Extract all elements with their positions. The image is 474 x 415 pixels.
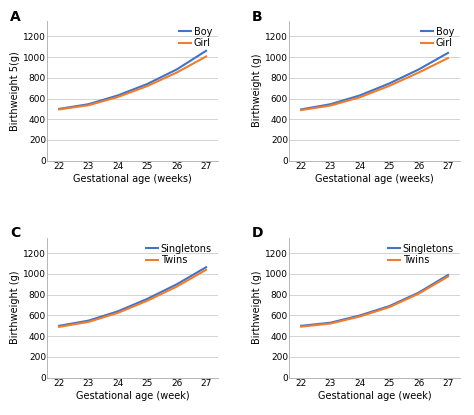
Singletons — [203, 265, 209, 270]
Twins — [191, 274, 197, 279]
Boy — [298, 107, 304, 112]
Singletons — [298, 323, 304, 328]
Text: C: C — [10, 227, 20, 240]
Boy — [84, 102, 90, 107]
Text: D: D — [252, 227, 264, 240]
Boy — [56, 106, 62, 111]
X-axis label: Gestational age (weeks): Gestational age (weeks) — [73, 174, 192, 184]
Line: Boy: Boy — [301, 53, 448, 110]
Twins — [84, 320, 90, 325]
Twins — [332, 320, 338, 325]
Boy — [91, 100, 96, 105]
Singletons — [374, 308, 380, 312]
Text: A: A — [10, 10, 21, 24]
Legend: Boy, Girl: Boy, Girl — [178, 26, 213, 49]
Girl — [438, 59, 444, 64]
Boy — [438, 55, 444, 60]
Twins — [445, 274, 451, 279]
Singletons — [327, 320, 332, 325]
Singletons — [191, 272, 197, 277]
Boy — [386, 81, 392, 86]
Legend: Singletons, Twins: Singletons, Twins — [387, 242, 455, 266]
Girl — [84, 103, 90, 108]
X-axis label: Gestational age (week): Gestational age (week) — [318, 391, 431, 401]
Legend: Singletons, Twins: Singletons, Twins — [146, 242, 213, 266]
Singletons — [84, 318, 90, 323]
Girl — [144, 84, 149, 89]
Twins — [144, 298, 149, 303]
Girl — [332, 102, 338, 107]
Singletons — [332, 319, 338, 324]
Text: B: B — [252, 10, 263, 24]
Boy — [374, 86, 380, 91]
Singletons — [144, 297, 149, 302]
Twins — [196, 271, 201, 276]
Girl — [386, 83, 392, 88]
Singletons — [386, 304, 392, 309]
Line: Girl: Girl — [59, 56, 206, 110]
Twins — [132, 303, 137, 308]
Singletons — [433, 280, 439, 285]
Twins — [91, 318, 96, 323]
Girl — [374, 88, 380, 93]
Y-axis label: Birthweight (g): Birthweight (g) — [10, 271, 20, 344]
Line: Boy: Boy — [59, 51, 206, 109]
Singletons — [132, 302, 137, 307]
Line: Singletons: Singletons — [59, 267, 206, 326]
Boy — [332, 100, 338, 105]
Boy — [327, 102, 332, 107]
Girl — [445, 56, 451, 61]
Twins — [438, 278, 444, 283]
Twins — [374, 309, 380, 314]
Twins — [386, 305, 392, 310]
Singletons — [438, 277, 444, 282]
Girl — [191, 61, 197, 66]
Line: Twins: Twins — [59, 270, 206, 327]
Boy — [203, 48, 209, 53]
Girl — [433, 61, 439, 66]
Line: Singletons: Singletons — [301, 275, 448, 326]
Twins — [56, 325, 62, 330]
Twins — [433, 281, 439, 286]
Boy — [132, 86, 137, 91]
X-axis label: Gestational age (week): Gestational age (week) — [76, 391, 190, 401]
Line: Twins: Twins — [301, 276, 448, 327]
Girl — [298, 107, 304, 112]
Boy — [196, 53, 201, 58]
Singletons — [445, 273, 451, 278]
Girl — [327, 103, 332, 108]
Girl — [91, 101, 96, 106]
Y-axis label: Birthweight (g): Birthweight (g) — [252, 54, 262, 127]
Line: Girl: Girl — [301, 58, 448, 110]
Boy — [445, 50, 451, 55]
X-axis label: Gestational age (weeks): Gestational age (weeks) — [315, 174, 434, 184]
Girl — [132, 88, 137, 93]
Twins — [327, 321, 332, 326]
Singletons — [196, 269, 201, 274]
Girl — [56, 107, 62, 112]
Singletons — [91, 317, 96, 322]
Girl — [196, 58, 201, 63]
Y-axis label: Birthweight 5(g): Birthweight 5(g) — [10, 51, 20, 131]
Boy — [144, 82, 149, 87]
Twins — [203, 267, 209, 272]
Girl — [203, 54, 209, 59]
Boy — [191, 56, 197, 61]
Twins — [298, 324, 304, 329]
Boy — [433, 57, 439, 62]
Legend: Boy, Girl: Boy, Girl — [420, 26, 455, 49]
Y-axis label: Birthweight (g): Birthweight (g) — [252, 271, 262, 344]
Singletons — [56, 323, 62, 328]
